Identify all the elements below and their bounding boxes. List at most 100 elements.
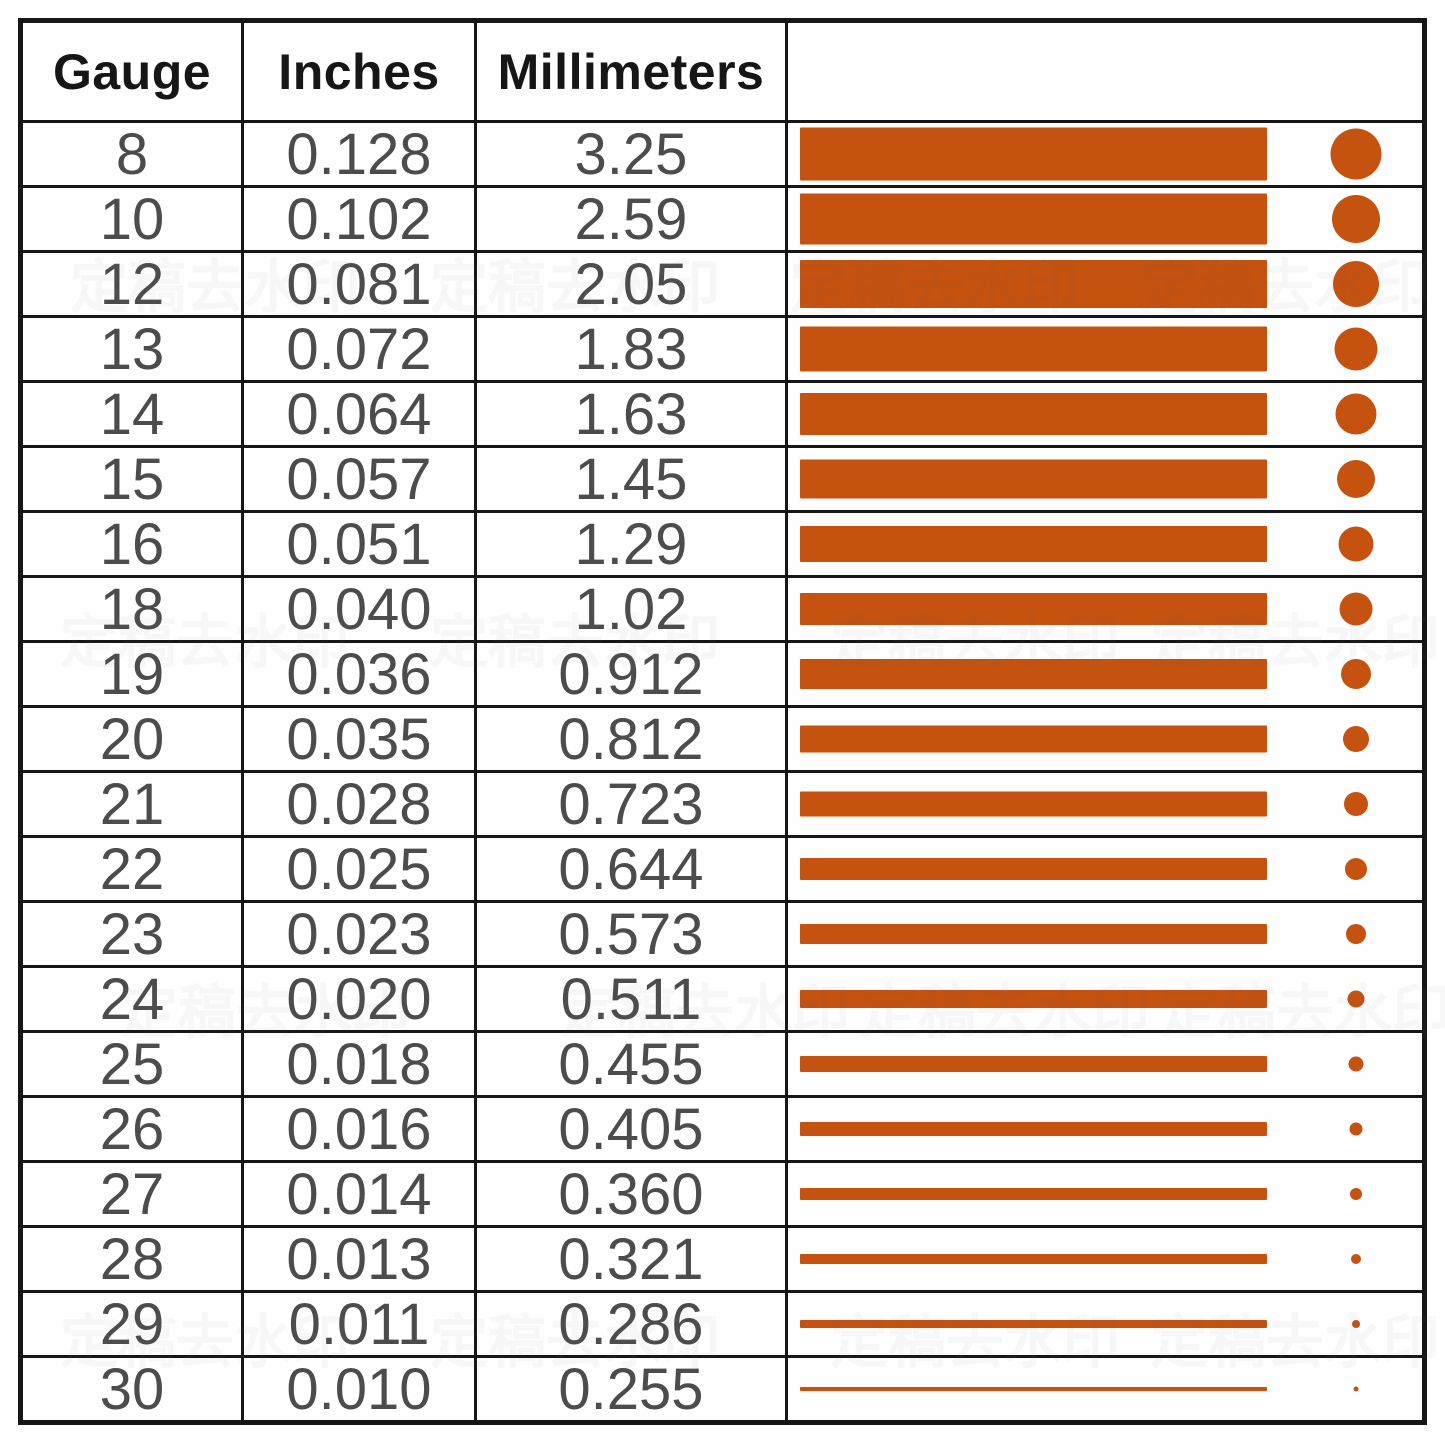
wire-diameter-dot [1341,659,1371,689]
inches-value: 0.025 [244,838,474,900]
inches-value: 0.051 [244,513,474,575]
wire-diameter-dot [1351,1254,1361,1264]
inches-value: 0.014 [244,1163,474,1225]
wire-thickness-bar [800,393,1267,435]
gauge-value: 16 [23,513,241,575]
inches-value: 0.020 [244,968,474,1030]
inches-value: 0.081 [244,253,474,315]
gauge-value: 12 [23,253,241,315]
wire-size-visual-cell [788,903,1422,965]
wire-diameter-dot [1352,1320,1360,1328]
wire-thickness-bar [800,326,1267,372]
wire-size-visual-cell [788,578,1422,640]
wire-thickness-bar [800,1188,1267,1200]
column-header-inches: Inches [244,23,474,120]
millimeters-value: 2.05 [477,253,785,315]
wire-thickness-bar [800,593,1267,625]
wire-size-visual-cell [788,708,1422,770]
wire-thickness-bar [800,193,1267,245]
wire-size-visual-cell [788,1293,1422,1355]
inches-value: 0.057 [244,448,474,510]
wire-size-visual-cell [788,1163,1422,1225]
millimeters-value: 1.63 [477,383,785,445]
wire-diameter-dot [1353,1386,1359,1392]
wire-diameter-dot [1335,393,1377,435]
wire-gauge-table: Gauge Inches Millimeters 8 0.128 3.25 10… [18,18,1427,1425]
millimeters-value: 0.255 [477,1358,785,1420]
gauge-value: 13 [23,318,241,380]
inches-value: 0.016 [244,1098,474,1160]
wire-size-visual-cell [788,383,1422,445]
wire-size-visual-cell [788,123,1422,185]
wire-diameter-dot [1345,858,1367,880]
wire-thickness-bar [800,1056,1267,1072]
wire-size-visual-cell [788,513,1422,575]
millimeters-value: 0.644 [477,838,785,900]
millimeters-value: 3.25 [477,123,785,185]
inches-value: 0.128 [244,123,474,185]
inches-value: 0.023 [244,903,474,965]
wire-size-visual-cell [788,968,1422,1030]
wire-thickness-bar [800,725,1267,753]
gauge-value: 21 [23,773,241,835]
inches-value: 0.011 [244,1293,474,1355]
gauge-value: 15 [23,448,241,510]
wire-size-visual-cell [788,188,1422,250]
wire-size-visual-cell [788,773,1422,835]
inches-value: 0.040 [244,578,474,640]
millimeters-value: 1.83 [477,318,785,380]
wire-thickness-bar [800,526,1267,562]
column-header-visual [788,23,1422,120]
millimeters-value: 0.912 [477,643,785,705]
wire-thickness-bar [800,260,1267,308]
wire-diameter-dot [1347,990,1365,1008]
wire-thickness-bar [800,1387,1267,1391]
inches-value: 0.028 [244,773,474,835]
wire-thickness-bar [800,990,1267,1008]
gauge-value: 22 [23,838,241,900]
millimeters-value: 2.59 [477,188,785,250]
millimeters-value: 1.29 [477,513,785,575]
inches-value: 0.064 [244,383,474,445]
millimeters-value: 0.573 [477,903,785,965]
column-header-gauge: Gauge [23,23,241,120]
inches-value: 0.072 [244,318,474,380]
gauge-value: 25 [23,1033,241,1095]
gauge-value: 30 [23,1358,241,1420]
wire-diameter-dot [1346,924,1366,944]
gauge-value: 29 [23,1293,241,1355]
millimeters-value: 0.286 [477,1293,785,1355]
wire-size-visual-cell [788,253,1422,315]
wire-diameter-dot [1339,592,1373,626]
wire-diameter-dot [1350,1188,1362,1200]
gauge-value: 10 [23,188,241,250]
wire-thickness-bar [800,459,1267,499]
wire-diameter-dot [1344,792,1368,816]
wire-thickness-bar [800,858,1267,880]
wire-diameter-dot [1349,1122,1363,1136]
millimeters-value: 0.812 [477,708,785,770]
wire-size-visual-cell [788,448,1422,510]
gauge-value: 14 [23,383,241,445]
millimeters-value: 0.511 [477,968,785,1030]
gauge-value: 20 [23,708,241,770]
millimeters-value: 0.405 [477,1098,785,1160]
wire-size-visual-cell [788,643,1422,705]
inches-value: 0.036 [244,643,474,705]
wire-thickness-bar [800,1254,1267,1264]
millimeters-value: 1.45 [477,448,785,510]
gauge-value: 23 [23,903,241,965]
inches-value: 0.010 [244,1358,474,1420]
millimeters-value: 0.360 [477,1163,785,1225]
gauge-value: 28 [23,1228,241,1290]
wire-diameter-dot [1348,1056,1364,1072]
millimeters-value: 0.321 [477,1228,785,1290]
wire-thickness-bar [800,791,1267,817]
inches-value: 0.035 [244,708,474,770]
gauge-value: 8 [23,123,241,185]
gauge-value: 27 [23,1163,241,1225]
gauge-value: 19 [23,643,241,705]
inches-value: 0.018 [244,1033,474,1095]
wire-thickness-bar [800,924,1267,944]
wire-size-visual-cell [788,318,1422,380]
